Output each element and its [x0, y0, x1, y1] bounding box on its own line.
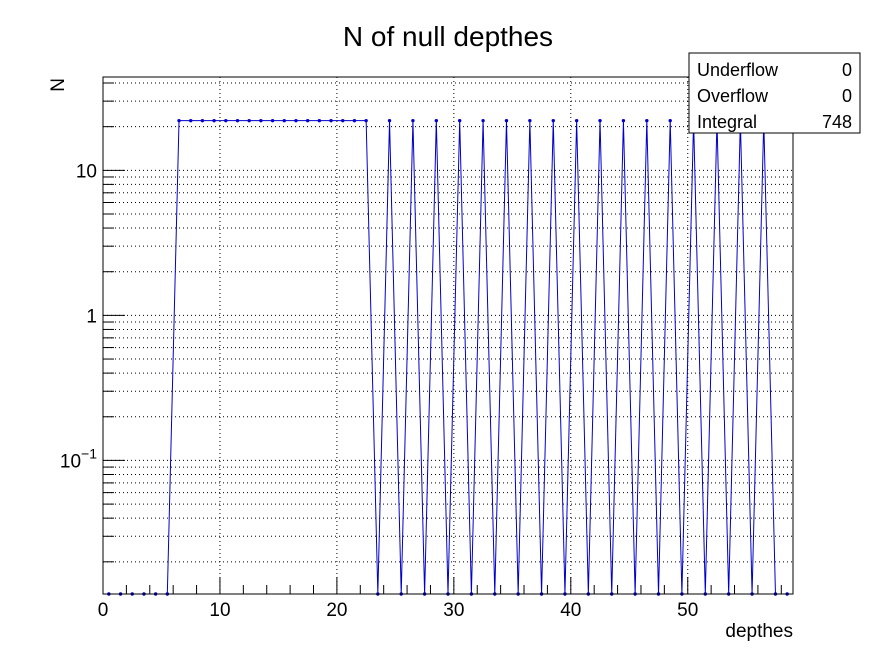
data-point [247, 118, 251, 123]
data-point [504, 118, 509, 123]
x-tick-label: 30 [443, 600, 464, 621]
y-tick-label: 10−1 [60, 445, 97, 472]
data-series [107, 118, 789, 596]
data-point [551, 118, 555, 123]
stats-label: Integral [697, 112, 757, 132]
x-tick-label: 40 [560, 600, 581, 621]
data-point [200, 118, 205, 123]
data-point [212, 118, 216, 123]
stats-label: Overflow [697, 86, 769, 106]
data-point [481, 118, 485, 123]
stats-box: Underflow 0 Overflow 0 Integral 748 [688, 52, 861, 134]
data-point [621, 118, 626, 123]
data-point [457, 118, 462, 123]
x-tick-label: 0 [98, 600, 109, 621]
y-axis-title: N [48, 78, 69, 92]
data-point [317, 118, 322, 123]
x-tick-label: 20 [326, 600, 347, 621]
data-point [305, 118, 310, 123]
stats-value: 0 [842, 60, 852, 80]
data-point [224, 118, 228, 123]
data-point [189, 118, 193, 123]
data-point [177, 118, 181, 123]
data-point [341, 118, 345, 123]
data-point [270, 118, 275, 123]
data-point [364, 118, 368, 123]
axes: 0 10 20 30 40 50 10−1 1 10 [60, 82, 782, 621]
y-tick-label: 10 [76, 161, 97, 182]
data-point [411, 118, 415, 123]
y-tick-label: 1 [86, 306, 97, 327]
data-point [282, 118, 286, 123]
stats-value: 748 [822, 112, 852, 132]
data-point [434, 118, 439, 123]
x-tick-label: 50 [677, 600, 698, 621]
x-axis-title: depthes [725, 621, 793, 642]
data-point [598, 118, 602, 123]
x-tick-label: 10 [209, 600, 230, 621]
data-point [329, 118, 333, 123]
data-point [645, 118, 649, 123]
stats-label: Underflow [697, 60, 779, 80]
data-point [235, 118, 240, 123]
data-point [259, 118, 263, 123]
chart-title: N of null depthes [343, 21, 553, 52]
data-point [352, 118, 357, 123]
data-point [574, 118, 579, 123]
plot-frame [102, 76, 794, 595]
grid [103, 77, 793, 594]
stats-box-frame [688, 52, 861, 134]
data-point [528, 118, 532, 123]
series-line [108, 120, 788, 595]
stats-value: 0 [842, 86, 852, 106]
data-point [294, 118, 298, 123]
data-point [668, 118, 672, 123]
data-point [387, 118, 392, 123]
